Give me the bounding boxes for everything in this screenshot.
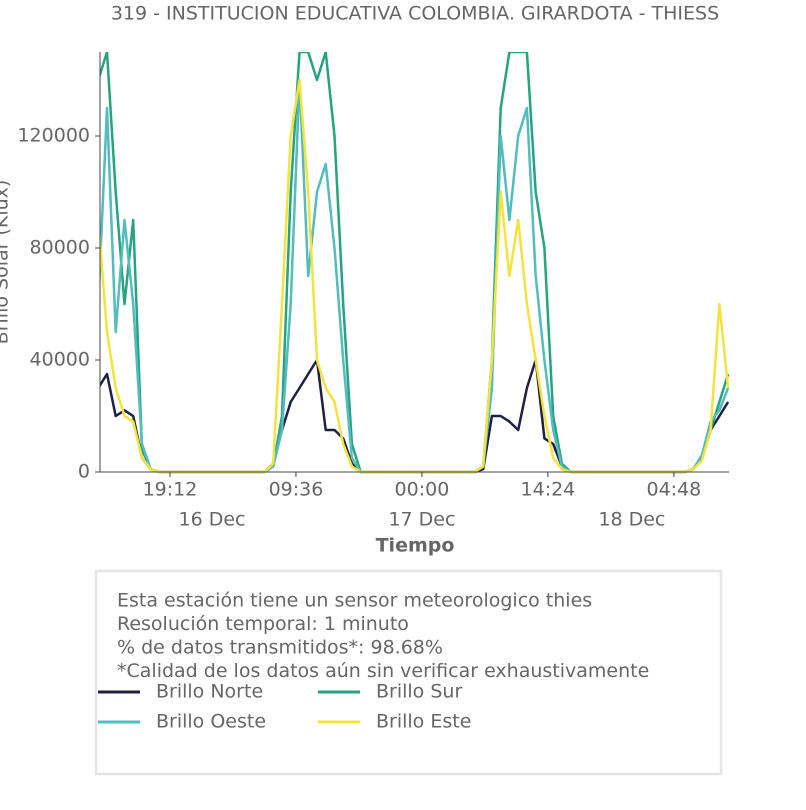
x-tick-label: 19:12	[143, 479, 198, 501]
y-axis-label: Brillo Solar (Klux)	[0, 180, 13, 345]
x-tick-label: 09:36	[269, 479, 324, 501]
y-tick-label: 80000	[30, 237, 90, 259]
series-line	[100, 78, 729, 474]
note-text: *Calidad de los datos aún sin verificar …	[117, 660, 649, 682]
x-date-label: 16 Dec	[178, 509, 245, 531]
legend-label: Brillo Sur	[376, 681, 462, 703]
note-text: % de datos transmitidos*: 98.68%	[117, 637, 443, 659]
plot-area	[100, 52, 729, 474]
y-tick-label: 0	[78, 461, 90, 483]
series-line	[100, 52, 729, 474]
x-axis-label: Tiempo	[376, 535, 455, 557]
x-tick-label: 00:00	[395, 479, 450, 501]
y-tick-label: 40000	[30, 349, 90, 371]
x-tick-label: 14:24	[521, 479, 576, 501]
info-box	[94, 569, 723, 776]
legend-label: Brillo Norte	[156, 681, 263, 703]
x-date-label: 18 Dec	[598, 509, 665, 531]
x-date-label: 17 Dec	[388, 509, 455, 531]
x-tick-label: 04:48	[647, 479, 702, 501]
series-line	[100, 78, 729, 474]
note-text: Resolución temporal: 1 minuto	[117, 613, 409, 635]
legend-label: Brillo Este	[376, 711, 471, 733]
note-text: Esta estación tiene un sensor meteorolog…	[117, 590, 592, 612]
series-line	[100, 358, 729, 474]
chart-title: 319 - INSTITUCION EDUCATIVA COLOMBIA. GI…	[111, 3, 719, 25]
legend-label: Brillo Oeste	[156, 711, 266, 733]
y-tick-label: 120000	[17, 125, 90, 147]
